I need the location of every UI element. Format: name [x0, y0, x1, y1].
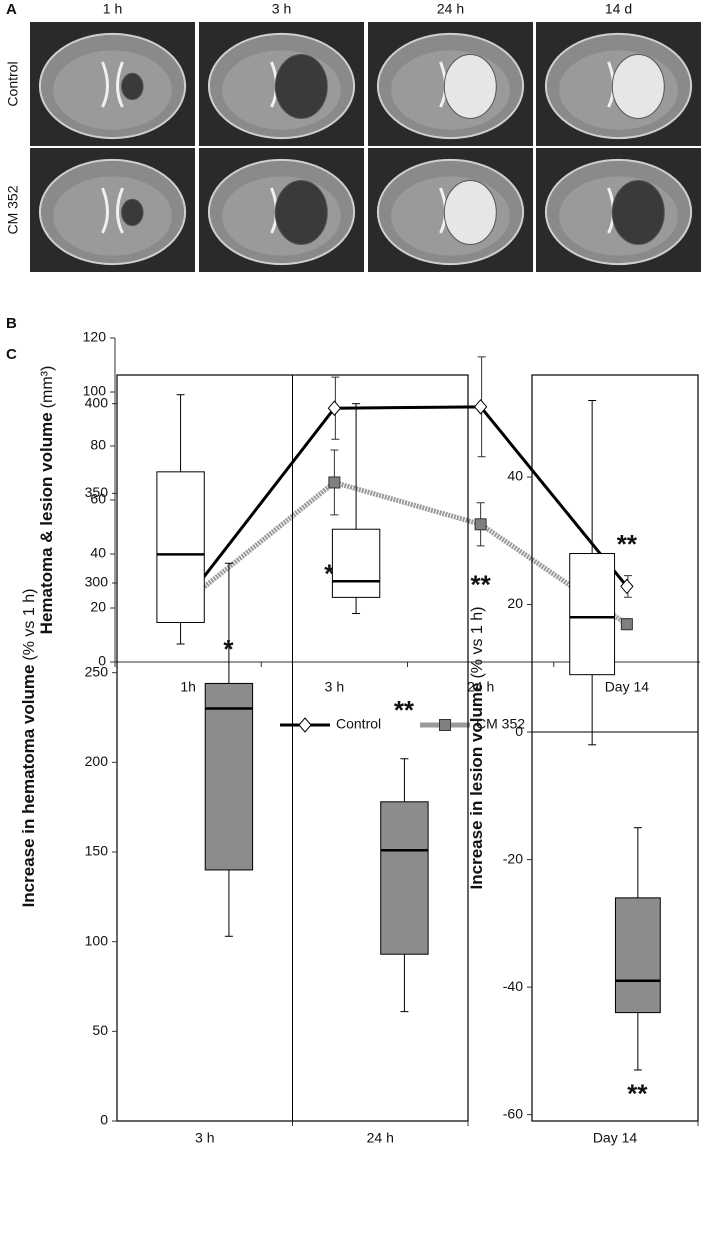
lesion: [121, 72, 144, 101]
y-axis-label: Increase in lesion volume (% vs 1 h): [467, 607, 486, 890]
y-axis-label: Increase in hematoma volume (% vs 1 h): [19, 589, 38, 908]
series-line: [186, 405, 629, 599]
y-tick-label: 120: [83, 329, 107, 345]
annotation: *: [223, 634, 234, 664]
annotation: **: [617, 529, 638, 559]
y-tick-label: 100: [85, 932, 109, 948]
row-label: CM 352: [5, 185, 21, 234]
cortex: [53, 50, 172, 130]
y-tick-label: 40: [90, 545, 106, 561]
lesion: [443, 179, 497, 245]
y-tick-label: 60: [90, 491, 106, 507]
panel-label: B: [6, 315, 17, 332]
y-tick-label: -60: [503, 1105, 523, 1121]
box: [156, 471, 205, 623]
y-tick-label: 0: [515, 723, 523, 739]
y-axis-label-unit: (mm³): [39, 366, 56, 409]
x-tick-label: Day 14: [605, 679, 650, 695]
lesion: [274, 53, 328, 119]
marker: [474, 518, 487, 531]
x-tick-label: 24 h: [367, 1130, 394, 1146]
y-tick-label: -40: [503, 978, 523, 994]
y-axis-label: Hematoma & lesion volume (mm³): [37, 366, 56, 635]
legend-marker: [439, 719, 451, 731]
series-line: [186, 479, 629, 627]
mri-image: [199, 22, 364, 146]
cortex: [53, 176, 172, 256]
x-tick-label: Day 14: [593, 1130, 638, 1146]
mri-image: [536, 22, 701, 146]
box: [204, 682, 254, 871]
marker: [620, 578, 634, 595]
column-label: 3 h: [272, 1, 291, 17]
lesion: [274, 179, 328, 245]
annotation: **: [471, 569, 492, 599]
marker: [327, 400, 342, 416]
y-axis-label-main: Hematoma & lesion volume: [37, 412, 56, 634]
lesion: [611, 179, 665, 245]
y-axis-label-unit: (% vs 1 h): [21, 589, 38, 661]
x-tick-label: 3 h: [195, 1130, 214, 1146]
column-label: 14 d: [605, 1, 632, 17]
box: [569, 553, 616, 676]
mri-image: [368, 148, 533, 272]
lesion: [611, 53, 665, 119]
column-label: 24 h: [437, 1, 464, 17]
mri-image: [536, 148, 701, 272]
marker: [473, 399, 488, 415]
mri-image: [368, 22, 533, 146]
annotation: **: [394, 695, 415, 725]
box: [331, 528, 381, 598]
x-tick-label: 24 h: [467, 679, 494, 695]
row-label: Control: [5, 61, 21, 106]
y-tick-label: 350: [85, 484, 109, 500]
y-tick-label: 20: [507, 595, 523, 611]
x-tick-label: 1h: [180, 679, 196, 695]
y-tick-label: 50: [92, 1022, 108, 1038]
y-tick-label: -20: [503, 850, 523, 866]
y-tick-label: 200: [85, 753, 109, 769]
legend-marker: [298, 717, 312, 733]
mri-image: [30, 22, 195, 146]
y-tick-label: 300: [85, 574, 109, 590]
y-tick-label: 20: [90, 599, 106, 615]
legend-label: Control: [336, 716, 381, 732]
annotation: **: [627, 1078, 648, 1108]
marker: [620, 618, 633, 631]
y-tick-label: 250: [85, 663, 109, 679]
panel-label: A: [6, 1, 17, 18]
y-tick-label: 0: [98, 653, 106, 669]
plot-frame: [531, 374, 699, 1122]
legend-label: CM 352: [476, 716, 525, 732]
y-tick-label: 150: [85, 843, 109, 859]
column-label: 1 h: [103, 1, 122, 17]
y-axis-label-unit: (% vs 1 h): [469, 607, 486, 679]
y-tick-label: 400: [85, 394, 109, 410]
lesion: [121, 198, 144, 227]
mri-image: [30, 148, 195, 272]
y-axis-label-main: Increase in lesion volume: [467, 683, 486, 890]
box: [614, 897, 661, 1014]
mri-image: [199, 148, 364, 272]
y-tick-label: 40: [507, 468, 523, 484]
y-tick-label: 0: [100, 1112, 108, 1128]
y-tick-label: 100: [83, 383, 107, 399]
x-tick-label: 3 h: [325, 679, 344, 695]
lesion: [443, 53, 497, 119]
ventricle: [101, 187, 124, 234]
y-axis-label-main: Increase in hematoma volume: [19, 665, 38, 908]
ventricle: [101, 61, 124, 108]
marker: [328, 476, 341, 489]
panel-label: C: [6, 346, 17, 363]
box: [380, 801, 429, 955]
y-tick-label: 80: [90, 437, 106, 453]
